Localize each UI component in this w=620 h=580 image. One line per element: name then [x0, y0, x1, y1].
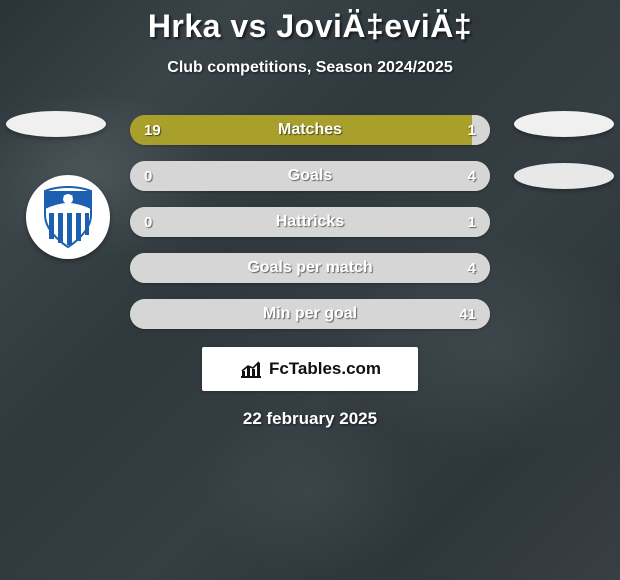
date-text: 22 february 2025 — [0, 409, 620, 429]
stat-row: 41Min per goal — [130, 299, 490, 329]
shield-icon: 1903 — [39, 185, 97, 249]
stat-row: 4Goals per match — [130, 253, 490, 283]
player-right-badge-2 — [514, 163, 614, 189]
player-right-badge — [514, 111, 614, 137]
page-subtitle: Club competitions, Season 2024/2025 — [0, 59, 620, 77]
row-label: Matches — [130, 115, 490, 145]
brand-box: FcTables.com — [202, 347, 418, 391]
stat-row: 191Matches — [130, 115, 490, 145]
club-logo: 1903 — [26, 175, 110, 259]
stat-row: 01Hattricks — [130, 207, 490, 237]
stats-area: 1903 191Matches 04Goals 01Hattricks 4Goals … — [0, 115, 620, 329]
page-title: Hrka vs JoviÄ‡eviÄ‡ — [0, 8, 620, 45]
row-label: Goals per match — [130, 253, 490, 283]
stat-row: 04Goals — [130, 161, 490, 191]
stat-rows: 191Matches 04Goals 01Hattricks 4Goals per m… — [130, 115, 490, 329]
row-label: Hattricks — [130, 207, 490, 237]
club-year: 1903 — [63, 194, 73, 199]
row-label: Min per goal — [130, 299, 490, 329]
chart-icon — [239, 359, 263, 379]
brand-text: FcTables.com — [269, 359, 381, 379]
row-label: Goals — [130, 161, 490, 191]
content-wrapper: Hrka vs JoviÄ‡eviÄ‡ Club competitions, S… — [0, 0, 620, 580]
player-left-badge — [6, 111, 106, 137]
